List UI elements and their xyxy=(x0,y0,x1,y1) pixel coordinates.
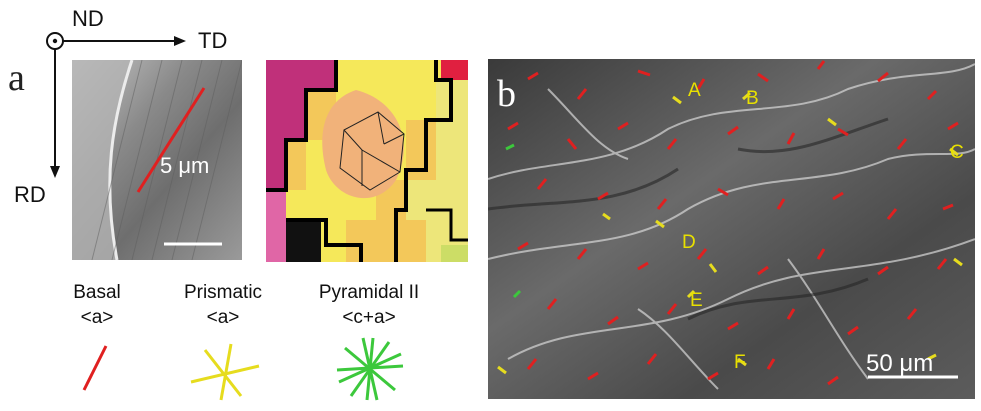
legend-pyramidal-sub: <c+a> xyxy=(342,307,396,328)
three-line-star-icon xyxy=(190,343,260,401)
grain-label-d: D xyxy=(682,232,696,253)
axes-diagram xyxy=(46,32,186,178)
nd-label: ND xyxy=(72,6,104,31)
grain-label-c: C xyxy=(950,142,964,163)
legend-basal-title: Basal xyxy=(73,282,121,303)
ebsd-map xyxy=(266,60,468,262)
legend-prismatic-title: Prismatic xyxy=(183,282,263,303)
td-label: TD xyxy=(198,28,228,53)
grain-label-e: E xyxy=(690,290,703,311)
panel-b-label: b xyxy=(497,73,516,115)
sem-image-a xyxy=(72,60,242,260)
basal-trace-line xyxy=(136,87,206,193)
scale-label-b: 50 μm xyxy=(866,350,934,377)
single-line-icon xyxy=(82,345,108,391)
rd-label: RD xyxy=(14,182,46,207)
hcp-crystal-icon xyxy=(339,111,405,191)
grain-label-a: A xyxy=(688,80,701,101)
panel-a-label: a xyxy=(8,57,25,99)
grain-label-f: F xyxy=(734,352,746,373)
legend-prismatic-sub: <a> xyxy=(206,307,240,328)
legend-basal-sub: <a> xyxy=(80,307,114,328)
grain-label-b: B xyxy=(746,88,759,109)
scale-label-a: 5 μm xyxy=(160,153,210,178)
sem-image-b xyxy=(488,59,975,399)
six-line-star-icon xyxy=(336,337,404,401)
legend-pyramidal-title: Pyramidal II xyxy=(318,282,420,303)
